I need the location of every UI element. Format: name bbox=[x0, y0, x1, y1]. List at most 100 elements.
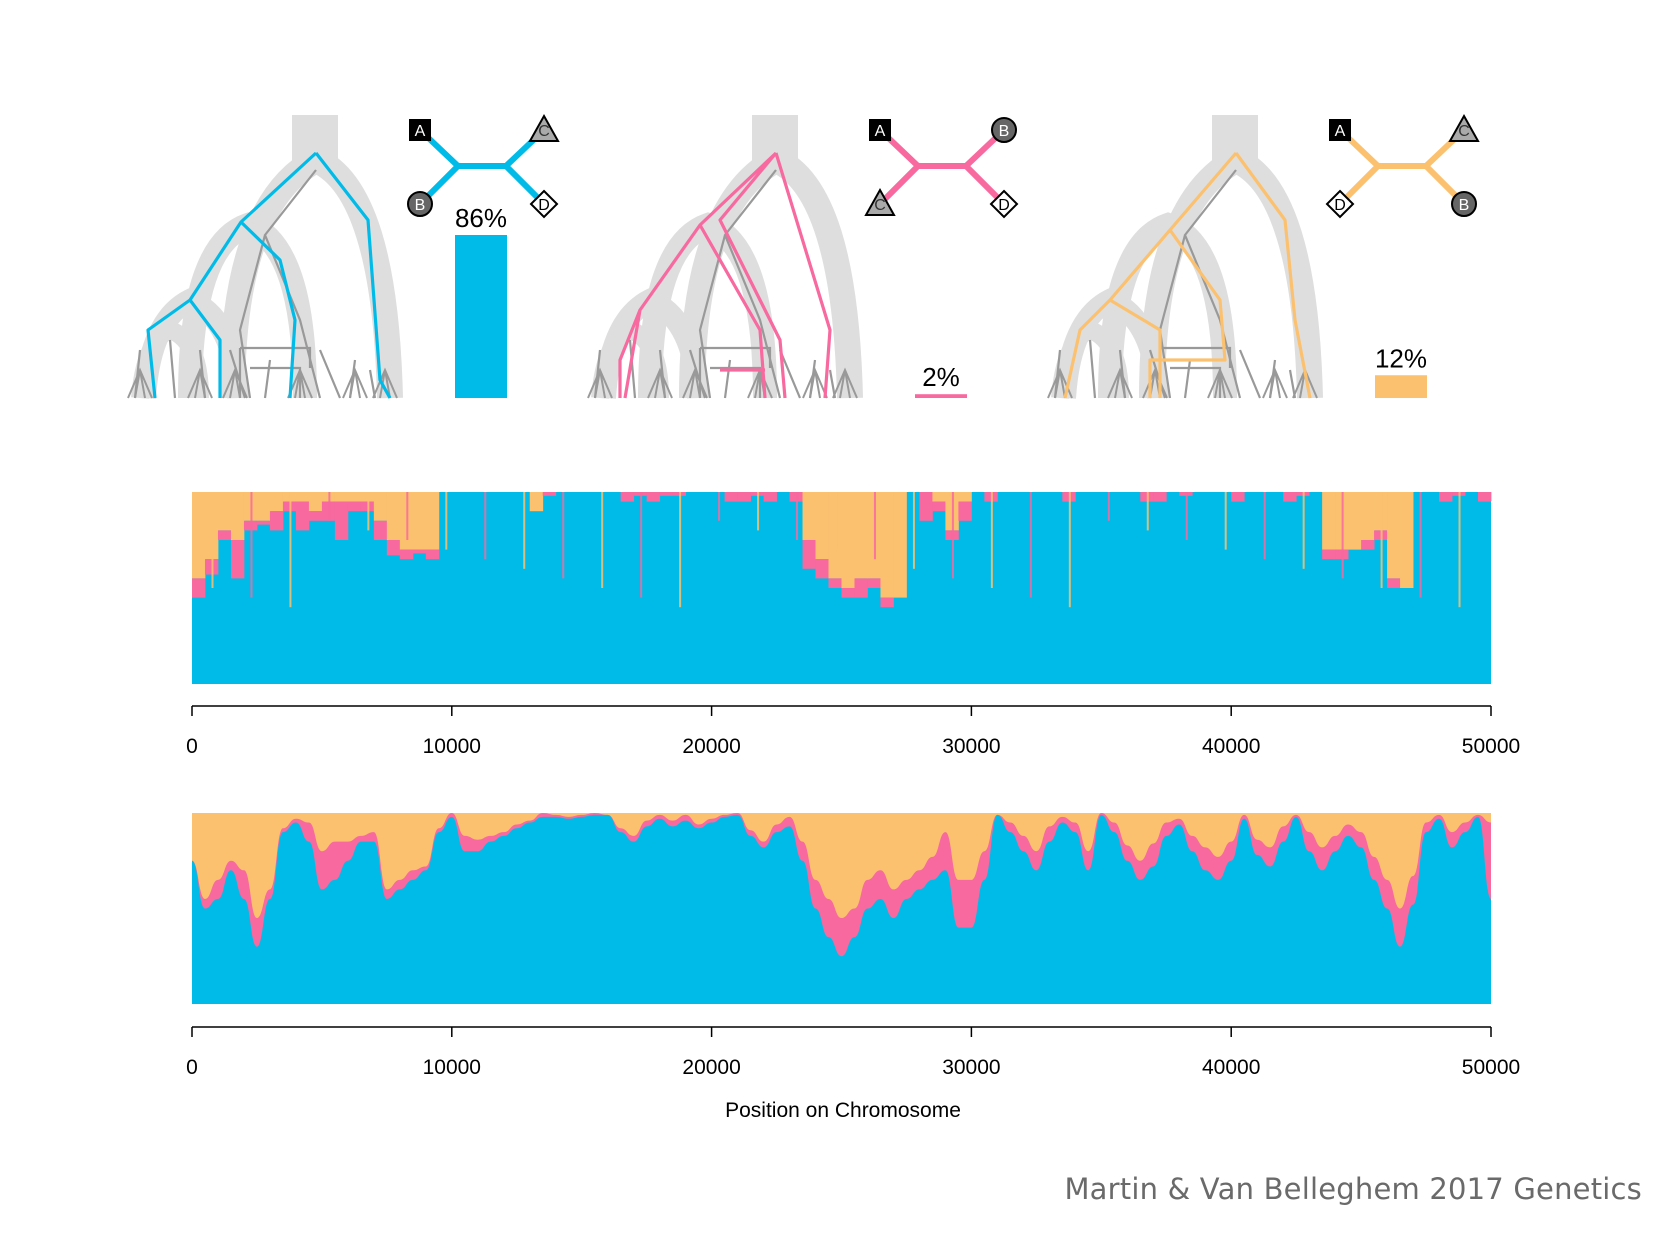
gene-tree-gray-lineages bbox=[1053, 169, 1297, 399]
raw-bar-topo2 bbox=[867, 578, 881, 588]
quartet-branches bbox=[417, 127, 547, 207]
gene-tree-highlight-lineage bbox=[618, 151, 832, 399]
topology-panel-2: A C B D 2% bbox=[587, 115, 1019, 399]
quartet-topology: A B C D bbox=[407, 113, 560, 219]
gene-tree-highlight-lineage bbox=[146, 151, 392, 399]
raw-spike bbox=[1380, 492, 1383, 588]
tip-fan bbox=[832, 367, 858, 399]
axis-tick-label: 50000 bbox=[1462, 1056, 1520, 1079]
raw-x-axis: 0 10000 20000 30000 40000 50000 bbox=[186, 705, 1520, 758]
raw-bar-topo2 bbox=[542, 492, 557, 496]
tip-label: D bbox=[998, 197, 1010, 214]
raw-bar-topo3 bbox=[1387, 492, 1401, 579]
gene-tree-tip-fans bbox=[127, 367, 398, 399]
raw-bar-topo3 bbox=[412, 492, 427, 550]
raw-bar-topo2 bbox=[1439, 492, 1453, 502]
raw-bar-topo3 bbox=[347, 492, 362, 502]
raw-bar-topo2 bbox=[192, 578, 206, 598]
raw-bar-topo2 bbox=[854, 578, 868, 598]
tip-fan bbox=[1142, 367, 1168, 399]
axis-tick-label: 0 bbox=[186, 1056, 198, 1079]
raw-spike bbox=[912, 492, 915, 569]
raw-bar-topo2 bbox=[386, 540, 401, 556]
tip-a: A bbox=[409, 119, 431, 141]
raw-bar-topo2 bbox=[1231, 492, 1245, 502]
species-tree-tip-branch bbox=[591, 320, 669, 399]
tip-triangle-marker bbox=[528, 113, 560, 142]
quartet-topology: A D C B bbox=[1325, 113, 1480, 219]
tip-label: A bbox=[875, 123, 886, 140]
raw-bar-topo3 bbox=[334, 492, 349, 502]
tip-circle-marker bbox=[1451, 191, 1477, 217]
raw-bar-topo3 bbox=[1400, 492, 1414, 588]
raw-bar-topo2 bbox=[763, 492, 777, 502]
raw-bar-topo2 bbox=[295, 501, 310, 531]
raw-bar-topo3 bbox=[217, 492, 232, 531]
topology-panels: A B C D 86% A C B D 2% A D C B 12% bbox=[127, 113, 1480, 399]
raw-spike bbox=[757, 492, 760, 531]
axis-tick-label: 20000 bbox=[682, 735, 740, 758]
raw-bar-topo2 bbox=[1283, 492, 1297, 502]
raw-bar-topo2 bbox=[958, 501, 972, 521]
raw-spike bbox=[523, 492, 526, 569]
tip-fan bbox=[682, 367, 708, 399]
raw-bar-topo2 bbox=[1322, 549, 1336, 560]
raw-bar-topo2 bbox=[841, 588, 855, 598]
topology-panel-1: A B C D 86% bbox=[127, 113, 560, 399]
raw-spike bbox=[562, 492, 565, 579]
raw-spike bbox=[796, 492, 799, 540]
raw-bar-topo3 bbox=[815, 492, 829, 560]
tip-label: A bbox=[1335, 123, 1346, 140]
raw-bar-topo2 bbox=[737, 492, 751, 502]
tip-fan bbox=[342, 367, 368, 399]
raw-bar-topo3 bbox=[880, 492, 894, 598]
raw-bar-topo3 bbox=[1361, 492, 1375, 540]
percentage-label: 86% bbox=[455, 203, 507, 233]
species-tree-tip-branch bbox=[131, 320, 209, 399]
raw-spike bbox=[601, 492, 604, 588]
raw-bar-topo2 bbox=[802, 540, 816, 569]
raw-bar-topo2 bbox=[919, 492, 933, 521]
tip-fan bbox=[587, 367, 613, 399]
raw-spike bbox=[445, 492, 448, 550]
raw-bar-topo2 bbox=[724, 492, 738, 502]
tip-square-marker bbox=[409, 119, 431, 141]
raw-bar-topo2 bbox=[230, 540, 245, 579]
tip-diamond-marker bbox=[529, 189, 559, 219]
tip-d: D bbox=[529, 189, 559, 219]
raw-bar-topo2 bbox=[1153, 492, 1167, 502]
smoothed-weightings-plot bbox=[192, 813, 1491, 1004]
raw-spike bbox=[873, 492, 876, 560]
raw-bar-topo3 bbox=[893, 492, 907, 598]
raw-spike bbox=[679, 492, 682, 608]
credit-text: Martin & Van Belleghem 2017 Genetics bbox=[1064, 1172, 1642, 1206]
raw-bar-topo3 bbox=[1348, 492, 1362, 550]
raw-bar-topo3 bbox=[269, 492, 284, 512]
raw-spike bbox=[1185, 492, 1188, 540]
raw-spike bbox=[640, 492, 643, 598]
quartet-topology: A C B D bbox=[864, 117, 1019, 219]
raw-bar-topo3 bbox=[295, 492, 310, 502]
raw-spike bbox=[289, 492, 292, 608]
tip-a: A bbox=[1329, 119, 1351, 141]
raw-spike bbox=[367, 492, 370, 531]
raw-bar-topo2 bbox=[659, 492, 674, 496]
raw-spike bbox=[1302, 492, 1305, 569]
tip-label: C bbox=[874, 197, 886, 214]
tip-fan bbox=[127, 367, 153, 399]
tip-b: B bbox=[991, 117, 1017, 143]
raw-bar-topo2 bbox=[1478, 492, 1492, 502]
tip-fan bbox=[1262, 367, 1288, 399]
axis-tick-label: 10000 bbox=[423, 735, 481, 758]
axis-tick-label: 50000 bbox=[1462, 735, 1520, 758]
tip-label: B bbox=[415, 197, 426, 214]
tip-label: C bbox=[538, 123, 550, 140]
percentage-label: 12% bbox=[1375, 343, 1427, 373]
raw-bar-topo3 bbox=[425, 492, 440, 550]
tip-fan bbox=[372, 367, 398, 399]
topology-panel-3: A D C B 12% bbox=[1047, 113, 1480, 399]
tip-diamond-marker bbox=[1325, 189, 1355, 219]
species-tree-tip-branch bbox=[1051, 320, 1129, 399]
tip-c: C bbox=[528, 113, 560, 142]
axis-tick-label: 30000 bbox=[942, 1056, 1000, 1079]
